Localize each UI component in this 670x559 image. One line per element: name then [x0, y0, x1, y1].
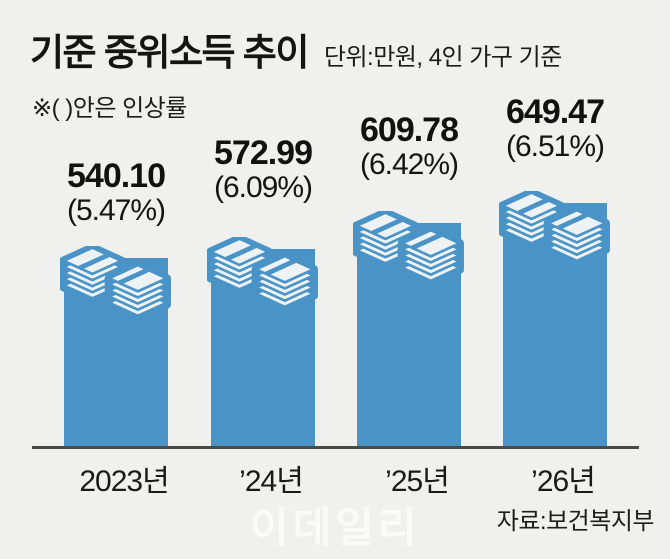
- bar-26: [499, 191, 610, 448]
- header: 기준 중위소득 추이 단위:만원, 4인 가구 기준: [30, 22, 660, 76]
- money-stack-icon: [207, 237, 318, 313]
- money-stack-icon: [353, 211, 464, 287]
- money-stack-icon: [60, 246, 171, 322]
- bar-24: [207, 237, 318, 448]
- source-label: 자료:보건복지부: [496, 508, 655, 535]
- money-stack-icon: [499, 191, 610, 267]
- value-label: 609.78: [360, 111, 459, 149]
- value-label: 540.10: [67, 157, 166, 195]
- x-axis-label-25: ’25년: [385, 465, 450, 498]
- unit-label: 단위:만원, 4인 가구 기준: [323, 44, 562, 71]
- page-title: 기준 중위소득 추이: [30, 32, 309, 73]
- bar-2023: [60, 246, 171, 448]
- rate-note-label: ※( )안은 인상률: [32, 95, 187, 122]
- rate-label: (6.51%): [505, 130, 605, 163]
- rate-label: (6.09%): [213, 171, 313, 204]
- bar-group-24: 572.99 (6.09%): [183, 0, 343, 559]
- bar-group-2023: 540.10 (5.47%): [36, 0, 196, 559]
- value-label: 649.47: [506, 93, 605, 131]
- edaily-watermark-logo: 이데일리: [250, 504, 421, 551]
- rate-label: (6.42%): [359, 148, 459, 181]
- bar-group-25: 609.78 (6.42%): [329, 0, 489, 559]
- bar-group-26: 649.47 (6.51%): [475, 0, 635, 559]
- bar-25: [353, 211, 464, 448]
- x-axis-line: [32, 446, 639, 449]
- x-axis-label-2023: 2023년: [79, 465, 169, 498]
- value-label: 572.99: [214, 134, 313, 172]
- x-axis-label-24: ’24년: [239, 465, 304, 498]
- x-axis-label-26: ’26년: [531, 465, 596, 498]
- rate-label: (5.47%): [66, 194, 166, 227]
